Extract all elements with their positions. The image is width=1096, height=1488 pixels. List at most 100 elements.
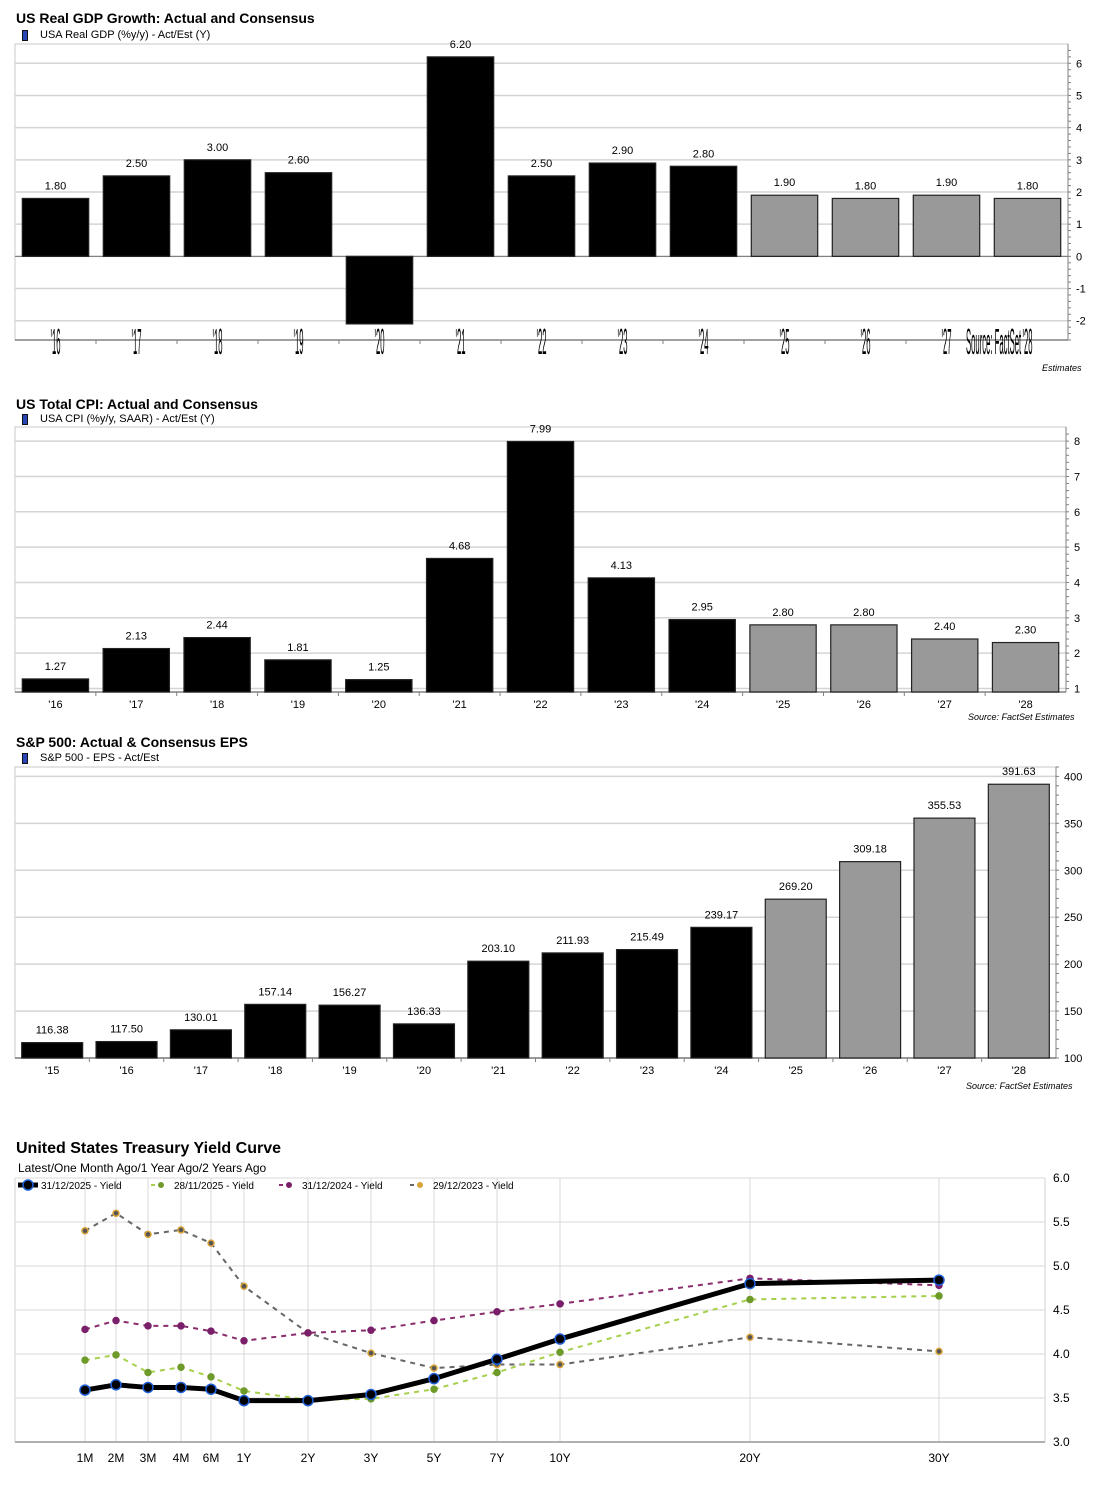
yield-data-point <box>144 1368 152 1377</box>
cpi-xtick-label: '28 <box>1018 699 1032 711</box>
legend-marker-icon <box>158 1182 164 1188</box>
legend-swatch-icon <box>22 29 28 41</box>
cpi-bar <box>506 440 575 693</box>
eps-data-label: 309.18 <box>853 844 887 856</box>
gdp-data-label: 1.80 <box>855 180 876 192</box>
gdp-data-label: 2.90 <box>612 145 633 157</box>
gdp-bar <box>426 56 495 257</box>
eps-bar <box>839 861 902 1059</box>
gdp-ytick-label: 6 <box>1076 58 1082 70</box>
eps-xtick-label: '15 <box>45 1065 59 1077</box>
cpi-data-label: 2.95 <box>691 602 712 614</box>
gdp-bar <box>588 162 657 257</box>
yield-data-point <box>428 1372 440 1385</box>
gdp-data-label: 3.00 <box>207 142 228 154</box>
eps-ytick-label: 300 <box>1064 865 1082 877</box>
yield-data-point <box>142 1381 154 1394</box>
eps-data-label: 116.38 <box>36 1025 69 1037</box>
gdp-bar <box>669 165 738 257</box>
cpi-bar <box>991 641 1060 693</box>
gdp-xtick-label: '17 <box>131 321 141 363</box>
yield-chart-subtitle: Latest/One Month Ago/1 Year Ago/2 Years … <box>18 1161 267 1175</box>
eps-xtick-label: '21 <box>491 1065 505 1077</box>
legend-swatch-icon <box>22 413 28 425</box>
yield-xtick-label: 20Y <box>739 1451 760 1465</box>
yield-data-point <box>493 1308 501 1316</box>
eps-ytick-label: 400 <box>1064 771 1082 783</box>
eps-xtick-label: '18 <box>268 1065 282 1077</box>
cpi-bar <box>21 678 90 693</box>
eps-data-label: 239.17 <box>705 909 739 921</box>
yield-data-point <box>491 1353 503 1366</box>
cpi-xtick-label: '24 <box>695 699 709 711</box>
gdp-data-label: 6.20 <box>450 39 471 51</box>
cpi-xtick-label: '22 <box>533 699 547 711</box>
eps-xtick-label: '16 <box>119 1065 133 1077</box>
yield-data-point <box>79 1384 91 1396</box>
gdp-xtick-label: '24 <box>698 321 708 363</box>
yield-data-point <box>744 1277 756 1290</box>
cpi-chart-svg: 1 2 3 4 5 6 7 8 1.27 '16 2.13 '17 2.44 '18 1.81 '19 1.25… <box>14 423 1080 711</box>
cpi-data-label: 2.80 <box>772 607 793 619</box>
yield-data-point <box>302 1394 314 1407</box>
cpi-bar <box>587 577 656 693</box>
cpi-source-note: Source: FactSet Estimates <box>968 712 1075 722</box>
cpi-xtick-label: '16 <box>48 699 62 711</box>
yield-data-point <box>933 1274 945 1286</box>
cpi-data-label: 2.44 <box>206 620 227 632</box>
gdp-xtick-label: '23 <box>617 321 627 363</box>
eps-bar <box>392 1023 456 1059</box>
gdp-source-note: Estimates <box>1042 363 1082 373</box>
gdp-xtick-label: '18 <box>212 321 222 363</box>
yield-data-point <box>935 1292 943 1300</box>
eps-bar <box>467 960 530 1059</box>
cpi-bar <box>910 638 979 693</box>
yield-ytick-label: 5.0 <box>1053 1259 1070 1273</box>
eps-xtick-label: '25 <box>789 1065 803 1077</box>
yield-data-point <box>746 1295 754 1304</box>
gdp-ytick-label: 0 <box>1076 251 1082 263</box>
yield-xtick-label: 7Y <box>490 1451 505 1465</box>
eps-xtick-label: '19 <box>342 1065 356 1077</box>
eps-bar <box>764 898 827 1059</box>
yield-data-point <box>240 1282 248 1290</box>
gdp-xtick-label: '16 <box>50 321 60 363</box>
cpi-legend-label: USA CPI (%y/y, SAAR) - Act/Est (Y) <box>40 413 215 425</box>
yield-data-point <box>240 1387 248 1395</box>
yield-ytick-label: 5.5 <box>1053 1215 1070 1229</box>
gdp-ytick-label: 3 <box>1076 155 1082 167</box>
eps-ytick-label: 350 <box>1064 818 1082 830</box>
gdp-bar <box>183 159 252 257</box>
gdp-data-label: 2.60 <box>288 155 309 167</box>
gdp-bar <box>831 197 900 257</box>
eps-data-label: 136.33 <box>407 1006 441 1018</box>
eps-data-label: 117.50 <box>110 1024 143 1036</box>
gdp-data-label: 1.90 <box>936 177 957 189</box>
gdp-xtick-label: '22 <box>536 321 546 363</box>
yield-xtick-label: 2Y <box>301 1451 316 1465</box>
yield-data-point <box>207 1239 215 1247</box>
eps-legend-label: S&P 500 - EPS - Act/Est <box>40 752 160 764</box>
eps-xtick-label: '28 <box>1012 1065 1026 1077</box>
yield-data-point <box>110 1379 122 1391</box>
eps-chart-svg: 100 150 200 250 300 350 400 116.38 '15 117.50 '16 1… <box>14 766 1082 1077</box>
yield-data-point <box>205 1383 217 1395</box>
yield-xtick-label: 1Y <box>237 1451 252 1465</box>
cpi-bar <box>749 624 817 693</box>
eps-bar <box>913 817 976 1059</box>
yield-data-point <box>430 1364 438 1372</box>
legend-marker-icon <box>286 1182 292 1188</box>
yield-xtick-label: 30Y <box>928 1451 949 1465</box>
yield-ytick-label: 6.0 <box>1053 1171 1070 1185</box>
yield-ytick-label: 3.5 <box>1053 1391 1070 1405</box>
cpi-ytick-label: 4 <box>1074 577 1080 589</box>
eps-xtick-label: '26 <box>863 1065 877 1077</box>
yield-data-point <box>112 1209 120 1217</box>
gdp-xtick-label: '21 <box>455 321 465 363</box>
gdp-ytick-label: 2 <box>1076 187 1082 199</box>
gdp-xtick-label: '27 <box>941 321 951 363</box>
cpi-data-label: 2.80 <box>853 607 874 619</box>
yield-data-point <box>81 1325 89 1334</box>
gdp-legend-label: USA Real GDP (%y/y) - Act/Est (Y) <box>40 29 211 41</box>
eps-bar <box>21 1042 84 1059</box>
